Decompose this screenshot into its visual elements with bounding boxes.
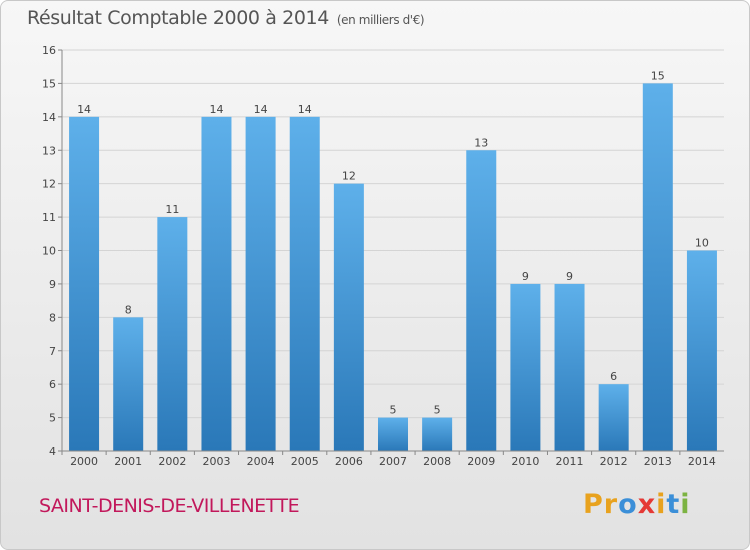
x-tick-label: 2007: [379, 455, 407, 468]
proxiti-logo: Proxiti: [583, 489, 691, 520]
bar: [686, 250, 717, 451]
x-tick-label: 2009: [467, 455, 495, 468]
logo-letter: o: [618, 489, 638, 520]
bar: [554, 283, 585, 451]
bar: [289, 116, 320, 451]
data-label: 5: [390, 404, 397, 417]
x-tick-label: 2008: [423, 455, 451, 468]
bar: [378, 417, 408, 451]
x-tick-label: 2012: [600, 455, 628, 468]
bar: [69, 116, 100, 451]
x-tick-label: 2001: [114, 455, 142, 468]
x-tick-label: 2013: [644, 455, 672, 468]
y-tick-label: 11: [42, 211, 56, 224]
y-tick-label: 16: [42, 44, 56, 57]
y-tick-label: 12: [42, 178, 56, 191]
bar: [642, 83, 673, 452]
bar: [510, 283, 541, 451]
bars: [69, 83, 717, 452]
data-label: 14: [298, 103, 312, 116]
bar: [113, 317, 144, 451]
x-tick-label: 2000: [70, 455, 98, 468]
data-label: 13: [474, 136, 488, 149]
y-tick-label: 8: [49, 311, 56, 324]
y-tick-label: 14: [42, 111, 56, 124]
x-tick-label: 2010: [511, 455, 539, 468]
y-tick-label: 6: [49, 378, 56, 391]
data-label: 9: [522, 270, 529, 283]
bar: [245, 116, 276, 451]
y-tick-label: 15: [42, 77, 56, 90]
y-tick-label: 4: [49, 445, 56, 458]
data-label: 14: [77, 103, 91, 116]
axes: [58, 49, 724, 455]
chart-unit: (en milliers d'€): [336, 13, 425, 27]
logo-letter: i: [680, 489, 691, 520]
chart-title-text: Résultat Comptable 2000 à 2014: [27, 7, 329, 29]
x-tick-label: 2003: [202, 455, 230, 468]
data-label: 14: [209, 103, 223, 116]
data-label: 8: [125, 303, 132, 316]
data-label: 5: [434, 404, 441, 417]
x-tick-label: 2002: [158, 455, 186, 468]
logo-letter: t: [666, 489, 681, 520]
commune-name: SAINT-DENIS-DE-VILLENETTE: [39, 495, 300, 517]
logo-letter: P: [583, 489, 604, 520]
x-tick-label: 2005: [291, 455, 319, 468]
data-label: 10: [695, 237, 709, 250]
logo-letter: i: [656, 489, 667, 520]
data-label: 6: [610, 370, 617, 383]
x-tick-label: 2006: [335, 455, 363, 468]
bar: [201, 116, 232, 451]
bar: [598, 384, 629, 451]
bar: [466, 150, 497, 451]
bar: [333, 183, 364, 451]
x-tick-label: 2011: [556, 455, 584, 468]
bar: [157, 217, 188, 451]
bar: [422, 417, 453, 451]
labels: 4 5 6 7 8 9 10 11 12 13 14 15 16 14 2000 8 2001 11 2002 14 2…: [42, 44, 716, 468]
chart-title: Résultat Comptable 2000 à 2014 (en millie…: [27, 7, 425, 29]
data-label: 11: [165, 203, 179, 216]
data-label: 14: [254, 103, 268, 116]
y-tick-label: 9: [49, 278, 56, 291]
x-tick-label: 2014: [688, 455, 716, 468]
logo-letter: x: [637, 489, 657, 520]
y-tick-label: 10: [42, 245, 56, 258]
data-label: 15: [651, 69, 665, 82]
logo-letter: r: [603, 489, 619, 520]
y-tick-label: 5: [49, 412, 56, 425]
data-label: 9: [566, 270, 573, 283]
y-tick-label: 13: [42, 144, 56, 157]
y-tick-label: 7: [49, 345, 56, 358]
data-label: 12: [342, 170, 356, 183]
x-tick-label: 2004: [247, 455, 275, 468]
